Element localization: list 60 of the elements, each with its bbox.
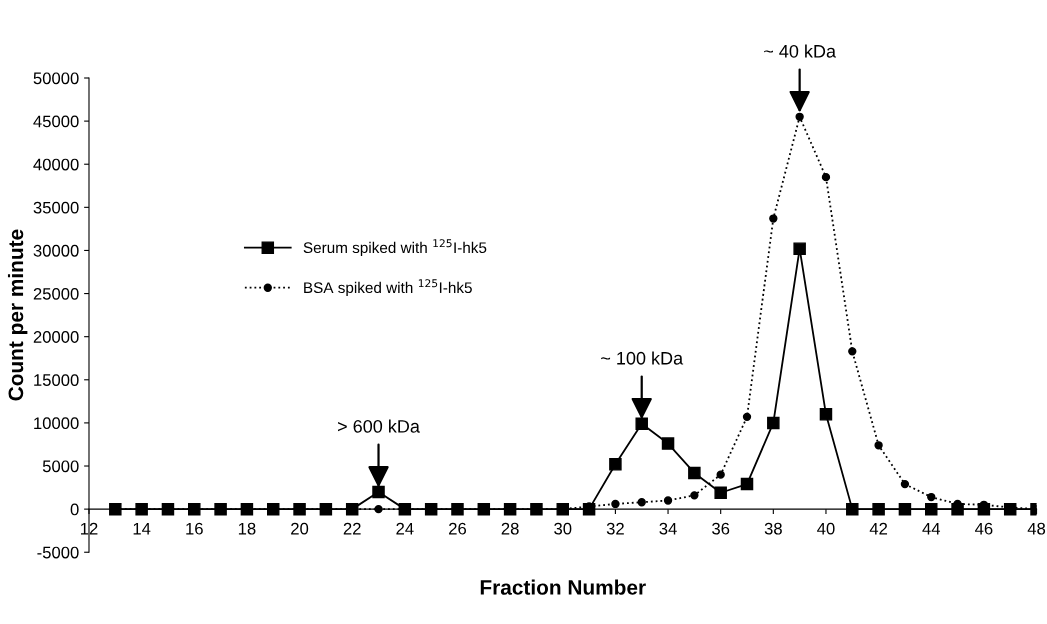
x-tick-label: 24 bbox=[396, 522, 414, 535]
point bbox=[874, 441, 883, 450]
point bbox=[819, 408, 833, 421]
point bbox=[900, 479, 910, 489]
y-tick-label: 5000 bbox=[42, 460, 79, 473]
x-axis-title: Fraction Number bbox=[480, 579, 646, 595]
annotation: ~ 100 kDa bbox=[601, 351, 684, 365]
y-tick-label: 10000 bbox=[34, 417, 79, 430]
x-tick-label: 46 bbox=[975, 522, 993, 535]
y-axis-title: Count per minute bbox=[7, 229, 28, 401]
x-tick-label: 36 bbox=[712, 522, 730, 535]
x-tick-label: 18 bbox=[238, 522, 256, 535]
point bbox=[793, 242, 806, 255]
x-tick-label: 42 bbox=[869, 522, 888, 535]
x-tick-label: 28 bbox=[501, 522, 519, 535]
x-tick-label: 26 bbox=[449, 522, 467, 535]
legend-label: BSA spiked with $^{125}$I-hk5 bbox=[304, 279, 472, 297]
y-tick-label: 30000 bbox=[33, 244, 79, 257]
point bbox=[609, 458, 622, 471]
x-tick-label: 32 bbox=[606, 522, 624, 535]
x-tick-label: 40 bbox=[817, 522, 835, 535]
legend-label: Serum spiked with $^{125}$I-hk5 bbox=[303, 239, 487, 257]
y-tick-label: 20000 bbox=[33, 331, 79, 343]
x-tick-label: 16 bbox=[186, 522, 203, 535]
annotation: > 600 kDa bbox=[338, 419, 420, 433]
point bbox=[690, 491, 699, 500]
x-tick-label: 14 bbox=[133, 522, 151, 535]
x-tick-label: 34 bbox=[659, 522, 677, 535]
y-tick-label: 25000 bbox=[33, 287, 79, 300]
point bbox=[714, 486, 727, 499]
point bbox=[372, 485, 385, 499]
point bbox=[663, 496, 673, 505]
x-tick-label: 30 bbox=[554, 522, 572, 535]
point bbox=[740, 477, 754, 491]
point bbox=[637, 498, 646, 507]
point bbox=[635, 417, 648, 431]
x-tick-label: 48 bbox=[1027, 522, 1046, 535]
annotation: ~ 40 kDa bbox=[764, 44, 837, 58]
point bbox=[688, 466, 701, 480]
x-tick-label: 20 bbox=[291, 522, 309, 535]
y-tick-label: 15000 bbox=[34, 374, 79, 386]
point bbox=[716, 470, 725, 479]
y-tick-label: 50000 bbox=[33, 72, 79, 85]
point bbox=[927, 492, 936, 502]
y-tick-label: 45000 bbox=[33, 115, 79, 128]
point bbox=[848, 347, 857, 356]
y-tick-label: 35000 bbox=[33, 201, 79, 214]
x-tick-label: 22 bbox=[343, 522, 361, 535]
point bbox=[767, 416, 780, 430]
point bbox=[821, 172, 831, 182]
point bbox=[661, 437, 675, 450]
y-tick-label: 40000 bbox=[33, 158, 79, 171]
point bbox=[611, 499, 620, 509]
x-tick-label: 44 bbox=[922, 522, 941, 535]
point bbox=[742, 412, 752, 422]
point bbox=[769, 214, 778, 223]
y-tick-label: 0 bbox=[70, 503, 79, 516]
x-tick-label: 38 bbox=[764, 522, 782, 535]
point bbox=[795, 112, 804, 121]
y-tick-label: -5000 bbox=[37, 546, 79, 559]
